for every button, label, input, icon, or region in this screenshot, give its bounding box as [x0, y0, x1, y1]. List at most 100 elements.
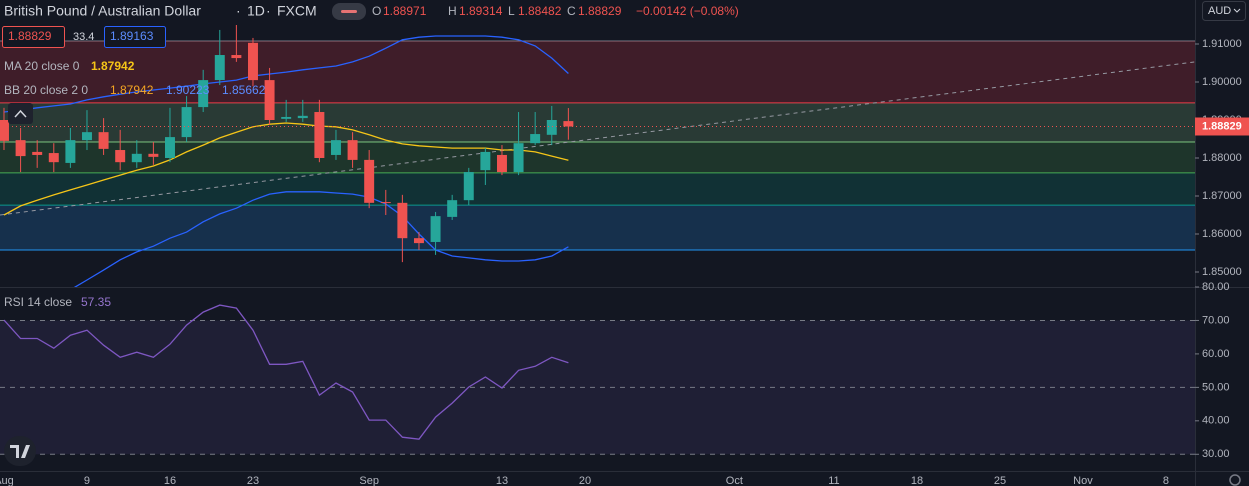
- candle-body: [98, 132, 109, 149]
- candle-body: [513, 143, 524, 173]
- candle-body: [430, 216, 441, 242]
- candle-body: [480, 151, 491, 171]
- candle-body: [15, 140, 26, 157]
- candle-body: [264, 80, 275, 120]
- x-tick-label: 13: [496, 475, 508, 486]
- currency: AUD: [1208, 5, 1231, 17]
- logo[interactable]: [4, 436, 36, 466]
- x-tick-label: Nov: [1073, 475, 1093, 486]
- candle-body: [330, 140, 341, 155]
- bb-line: [73, 191, 569, 287]
- low-value: 1.88482: [518, 4, 562, 18]
- rsi-value: 57.35: [81, 295, 111, 309]
- y-tick-label: 1.86000: [1202, 228, 1242, 240]
- logo-mark: [10, 445, 30, 458]
- bb-lower-value: 1.85662: [222, 83, 266, 97]
- candle-body: [231, 55, 242, 59]
- level-zone: [0, 205, 1195, 250]
- x-tick-label: Sep: [359, 475, 379, 486]
- candle-body: [115, 150, 126, 163]
- x-tick-label: 23: [247, 475, 259, 486]
- candle-body: [181, 107, 192, 138]
- candle-body: [413, 238, 424, 244]
- collapse-button[interactable]: [8, 103, 33, 124]
- candle-body: [281, 116, 292, 119]
- rsi-line: [3, 304, 569, 440]
- price-pane: [0, 25, 1195, 287]
- y-tick-label: 1.88000: [1202, 152, 1242, 164]
- interval: 1D: [247, 3, 265, 19]
- x-tick-label: 25: [994, 475, 1006, 486]
- candle-body: [546, 119, 557, 135]
- ma-label: MA 20 close 0: [4, 59, 80, 73]
- level-zone: [0, 102, 1195, 143]
- low-key: L: [508, 4, 515, 18]
- symbol: British Pound / Australian Dollar: [4, 3, 201, 19]
- rsi-band: [0, 320, 1195, 455]
- separator: ·: [266, 3, 271, 19]
- change: −0.00142 (−0.08%): [636, 4, 739, 18]
- x-tick-label: 8: [1163, 475, 1169, 486]
- y-tick-label: 60.00: [1202, 348, 1230, 360]
- y-tick-label: 40.00: [1202, 415, 1230, 427]
- settings[interactable]: [1229, 474, 1241, 486]
- sell-price: 1.88829: [8, 29, 52, 43]
- candle-body: [397, 202, 408, 239]
- x-tick-label: 18: [911, 475, 923, 486]
- candle-body: [563, 121, 574, 127]
- candle-body: [364, 159, 375, 203]
- sell-button[interactable]: [2, 26, 65, 48]
- open-value: 1.88971: [383, 4, 427, 18]
- candle-body: [148, 153, 159, 157]
- y-tick-label: 30.00: [1202, 448, 1230, 460]
- candle-body: [198, 80, 209, 108]
- candle-body: [380, 202, 391, 204]
- candle-body: [164, 137, 175, 158]
- rsi-pane: [0, 304, 1195, 455]
- currency-caret: [1233, 8, 1241, 13]
- x-tick-label: Oct: [726, 475, 743, 486]
- buy-button[interactable]: [104, 26, 166, 48]
- y-tick-label: 1.87000: [1202, 190, 1242, 202]
- currency-button[interactable]: [1202, 1, 1246, 21]
- bb-upper-value: 1.90223: [166, 83, 210, 97]
- candle-body: [463, 172, 474, 201]
- y-tick-label: 1.91000: [1202, 38, 1242, 50]
- candle-body: [247, 42, 258, 81]
- spread: 33.4: [73, 31, 94, 43]
- price-label: 1.88829: [1202, 120, 1242, 132]
- rsi-label: RSI 14 close: [4, 295, 72, 309]
- buy-price: 1.89163: [110, 29, 154, 43]
- y-tick-label: 50.00: [1202, 381, 1230, 393]
- x-tick-label: Aug: [0, 475, 14, 486]
- y-tick-label: 70.00: [1202, 314, 1230, 326]
- high-key: H: [448, 4, 457, 18]
- toggle-icon: [341, 10, 357, 13]
- separator: ·: [236, 3, 241, 19]
- bb-label: BB 20 close 2 0: [4, 83, 88, 97]
- candle-body: [48, 153, 59, 163]
- collapse-icon: [14, 109, 27, 118]
- x-tick-label: 20: [579, 475, 591, 486]
- y-tick-label: 1.90000: [1202, 76, 1242, 88]
- ma-value: 1.87942: [91, 59, 135, 73]
- bb-line: [3, 35, 569, 113]
- candle-body: [65, 140, 76, 163]
- y-tick-label: 1.85000: [1202, 266, 1242, 278]
- candle-body: [214, 55, 225, 81]
- candle-body: [314, 112, 325, 158]
- candle-body: [82, 132, 92, 141]
- exchange: FXCM: [277, 3, 317, 19]
- ma-line: [3, 122, 569, 216]
- candle-body: [496, 154, 507, 173]
- close-value: 1.88829: [578, 4, 622, 18]
- candle-body: [297, 115, 308, 119]
- price-label-box: [1195, 117, 1249, 136]
- open-key: O: [372, 4, 381, 18]
- y-tick-label: 80.00: [1202, 281, 1230, 293]
